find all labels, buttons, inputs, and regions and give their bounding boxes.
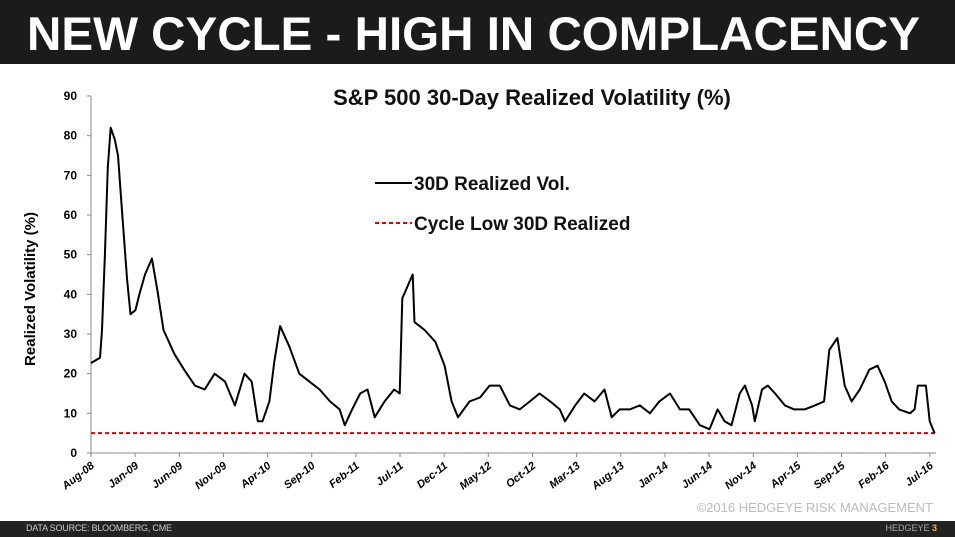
x-tick-label: Nov-09	[193, 459, 230, 492]
realized-vol-line	[90, 126, 936, 434]
x-tick-label: Nov-14	[723, 460, 759, 492]
x-tick-label: Jun-14	[680, 460, 715, 491]
chart-title: S&P 500 30-Day Realized Volatility (%)	[333, 85, 731, 110]
y-tick-label: 90	[64, 89, 78, 103]
x-tick-label: Jan-14	[636, 460, 671, 491]
x-tick-label: Feb-11	[327, 460, 362, 491]
x-tick-label: Sep-15	[812, 459, 849, 491]
page-number: 3	[931, 523, 937, 533]
y-tick-label: 80	[64, 129, 78, 143]
x-tick-label: Jan-09	[106, 459, 142, 490]
x-tick-label: Jul-16	[903, 459, 936, 489]
y-tick-label: 0	[70, 446, 77, 460]
x-tick-label: Jun-09	[150, 459, 186, 491]
y-axis-label: Realized Volatility (%)	[22, 212, 39, 366]
y-tick-label: 60	[64, 208, 78, 222]
legend-label-cycle-low: Cycle Low 30D Realized	[414, 214, 630, 235]
x-tick-label: Sep-10	[282, 459, 319, 491]
brand-name: HEDGEYE	[885, 523, 930, 533]
header-bar: NEW CYCLE - HIGH IN COMPLACENCY	[0, 0, 955, 64]
x-tick-label: Feb-16	[856, 459, 892, 491]
x-tick-label: May-12	[457, 460, 494, 492]
x-tick-label: Jul-11	[374, 460, 406, 489]
legend: 30D Realized Vol. Cycle Low 30D Realized	[375, 174, 630, 235]
x-tick-label: Apr-10	[238, 459, 274, 491]
x-tick-label: Oct-12	[504, 460, 538, 491]
data-source: DATA SOURCE: BLOOMBERG, CME	[26, 523, 172, 533]
y-tick-label: 10	[64, 406, 78, 420]
y-tick-label: 20	[64, 367, 78, 381]
x-tick-label: Apr-15	[768, 459, 804, 491]
y-tick-label: 30	[64, 327, 78, 341]
x-tick-label: Aug-13	[589, 460, 627, 493]
volatility-chart: S&P 500 30-Day Realized Volatility (%) R…	[22, 85, 936, 493]
x-tick-label: Mar-13	[547, 460, 582, 491]
header-title: NEW CYCLE - HIGH IN COMPLACENCY	[27, 7, 920, 60]
y-tick-label: 40	[64, 287, 78, 301]
y-tick-label: 50	[64, 248, 78, 262]
x-tick-label: Dec-11	[415, 460, 450, 491]
x-tick-label: Aug-08	[59, 459, 97, 493]
brand-page: HEDGEYE 3	[885, 523, 937, 533]
header-title-svg: NEW CYCLE - HIGH IN COMPLACENCY	[27, 7, 920, 60]
footer-bar: DATA SOURCE: BLOOMBERG, CME HEDGEYE 3	[0, 521, 955, 537]
legend-label-realized-vol: 30D Realized Vol.	[414, 174, 570, 195]
copyright: ©2016 HEDGEYE RISK MANAGEMENT	[696, 500, 933, 515]
y-tick-label: 70	[64, 168, 78, 182]
